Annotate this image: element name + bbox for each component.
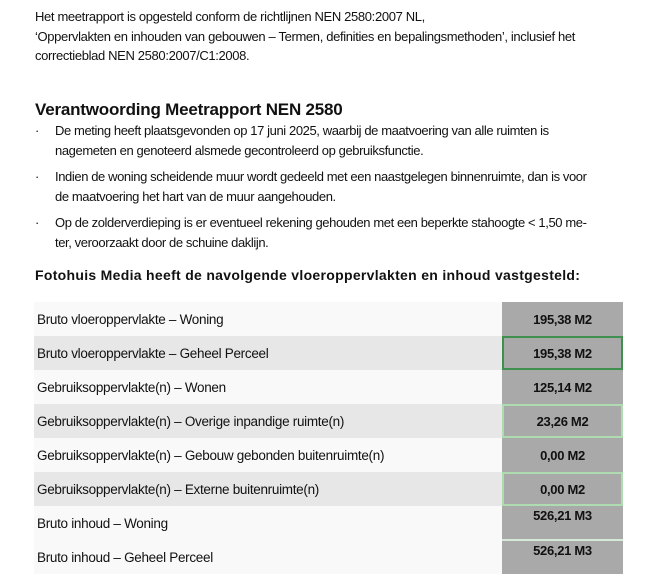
table-row: Bruto vloeroppervlakte – Geheel Perceel 1… (34, 336, 623, 370)
row-value: 195,38 M2 (502, 302, 623, 336)
row-value: 195,38 M2 (502, 336, 623, 370)
table-row: Bruto inhoud – Woning 526,21 M3 (34, 506, 623, 540)
table-row: Gebruiksoppervlakte(n) – Externe buitenr… (34, 472, 623, 506)
table-row: Gebruiksoppervlakte(n) – Wonen 125,14 M2 (34, 370, 623, 404)
table-title: Fotohuis Media heeft de navolgende vloer… (35, 267, 581, 283)
row-value: 23,26 M2 (502, 404, 623, 438)
bullet-item: · De meting heeft plaatsgevonden op 17 ju… (35, 123, 549, 158)
section-heading: Verantwoording Meetrapport NEN 2580 (35, 100, 343, 119)
bullet-icon: · (35, 169, 39, 184)
table-row: Gebruiksoppervlakte(n) – Gebouw gebonden… (34, 438, 623, 472)
row-label: Gebruiksoppervlakte(n) – Gebouw gebonden… (34, 438, 502, 472)
row-label: Bruto inhoud – Woning (34, 506, 502, 540)
table-row: Bruto vloeroppervlakte – Woning 195,38 M2 (34, 302, 623, 336)
row-label: Bruto vloeroppervlakte – Geheel Perceel (34, 336, 502, 370)
row-label: Bruto inhoud – Geheel Perceel (34, 540, 502, 574)
row-value: 526,21 M3 (502, 539, 623, 574)
intro-line: Het meetrapport is opgesteld conform de … (35, 9, 425, 24)
row-value: 526,21 M3 (502, 506, 623, 540)
row-label: Gebruiksoppervlakte(n) – Overige inpandi… (34, 404, 502, 438)
bullet-icon: · (35, 123, 39, 138)
bullet-item: · Indien de woning scheidende muur wordt … (35, 169, 587, 204)
bullet-icon: · (35, 215, 39, 230)
row-label: Bruto vloeroppervlakte – Woning (34, 302, 502, 336)
bullet-item: · Op de zolderverdieping is er eventueel … (35, 215, 587, 250)
row-label: Gebruiksoppervlakte(n) – Wonen (34, 370, 502, 404)
table-row: Gebruiksoppervlakte(n) – Overige inpandi… (34, 404, 623, 438)
row-label: Gebruiksoppervlakte(n) – Externe buitenr… (34, 472, 502, 506)
row-value: 0,00 M2 (502, 472, 623, 506)
row-value: 125,14 M2 (502, 370, 623, 404)
intro-line: ‘Oppervlakten en inhouden van gebouwen –… (35, 29, 575, 44)
row-value: 0,00 M2 (502, 438, 623, 472)
table-row: Bruto inhoud – Geheel Perceel 526,21 M3 (34, 539, 623, 574)
measurements-table: Bruto vloeroppervlakte – Woning 195,38 M2… (34, 302, 623, 574)
intro-line: correctieblad NEN 2580:2007/C1:2008. (35, 48, 250, 63)
